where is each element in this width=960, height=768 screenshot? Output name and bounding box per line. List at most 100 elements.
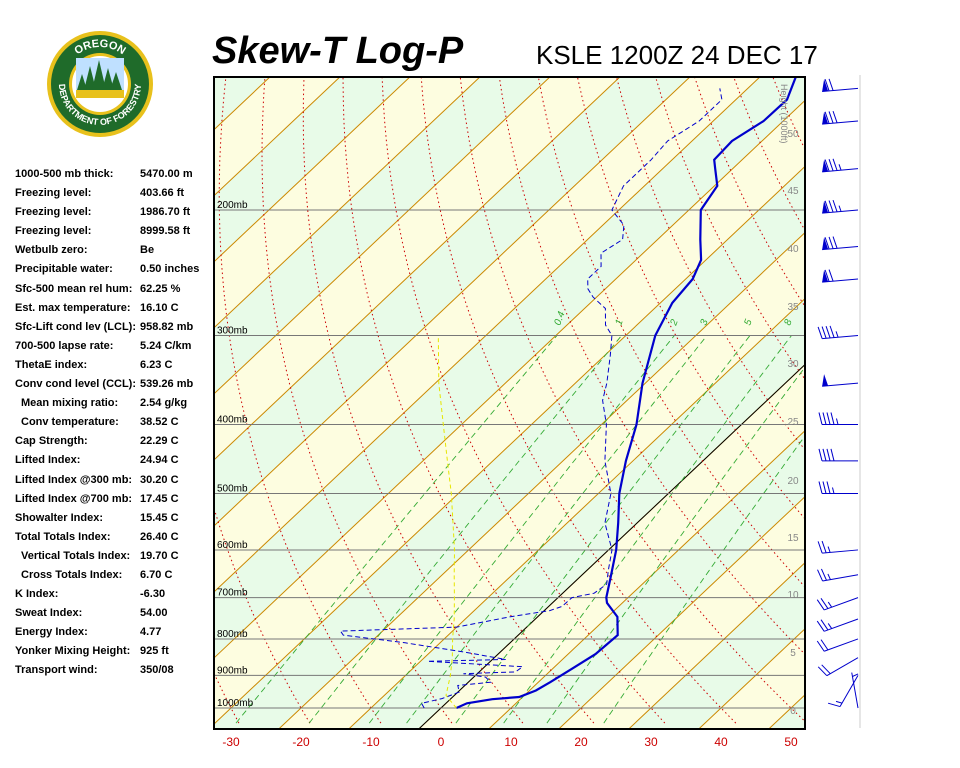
height-tick-label: 0 <box>790 706 796 717</box>
index-row: ThetaE index: 6.23 C <box>15 359 215 378</box>
wind-barb-full-flag <box>818 412 823 425</box>
wind-barb-full-flag <box>820 598 829 609</box>
height-tick-label: 15 <box>787 533 799 544</box>
height-tick-label: 25 <box>787 417 799 428</box>
mixing-ratio-line <box>368 335 675 724</box>
index-label: Freezing level: <box>15 206 92 219</box>
index-label: Showalter Index: <box>15 511 104 524</box>
wind-barb-full-flag <box>824 237 830 250</box>
height-tick-label: 10 <box>787 590 799 601</box>
wind-barb-pennant <box>822 237 829 250</box>
plot-area <box>214 0 960 737</box>
wind-barb-full-flag <box>826 448 831 462</box>
wind-barb-pennant <box>822 374 829 387</box>
wind-barb <box>818 448 858 462</box>
wind-barb <box>817 540 859 554</box>
pressure-label: 900mb <box>217 665 248 676</box>
index-row: Conv temperature: 38.52 C <box>15 416 215 435</box>
wind-barb <box>822 199 859 214</box>
index-row: Sweat Index: 54.00 <box>15 607 215 626</box>
wind-barb <box>822 269 859 283</box>
index-value: 1986.70 ft <box>140 206 191 219</box>
wind-barb-full-flag <box>825 326 831 339</box>
index-value: 2.54 g/kg <box>140 397 188 410</box>
index-label: ThetaE index: <box>15 358 88 371</box>
index-label: Lifted Index @700 mb: <box>15 492 133 505</box>
wind-barb-full-flag <box>817 326 823 339</box>
wind-barb-full-flag <box>817 569 824 582</box>
wind-barb-full-flag <box>832 158 838 171</box>
wind-barb-full-flag <box>824 111 830 124</box>
dry-adiabat <box>842 0 960 723</box>
index-row: Mean mixing ratio: 2.54 g/kg <box>15 397 215 416</box>
index-value: 19.70 C <box>140 549 179 562</box>
svg-text:OREGON: OREGON <box>72 38 127 57</box>
index-label: Lifted Index @300 mb: <box>15 473 133 486</box>
parcel-profile-line <box>437 335 457 709</box>
wind-barb-full-flag <box>822 448 827 462</box>
wind-barb-full-flag <box>816 640 825 652</box>
dry-adiabat <box>459 77 805 723</box>
wind-barb-staff <box>839 675 859 707</box>
temperature-profile-line <box>455 77 797 710</box>
index-label: Total Totals Index: <box>15 530 111 543</box>
dry-adiabat <box>806 0 960 723</box>
index-value: 6.23 C <box>140 358 173 371</box>
wind-barb <box>817 325 859 340</box>
wind-barb-full-flag <box>824 269 830 282</box>
index-value: 22.29 C <box>140 435 179 448</box>
index-value: 350/08 <box>140 664 174 677</box>
mixing-ratio-line <box>235 335 558 724</box>
index-row: Yonker Mixing Height: 925 ft <box>15 645 215 664</box>
wind-barb-pennant <box>822 269 829 283</box>
index-value: 16.10 C <box>140 301 179 314</box>
wind-barb-full-flag <box>820 639 829 651</box>
wind-barb-full-flag <box>821 664 831 675</box>
wind-barb <box>822 158 859 173</box>
pressure-label: 300mb <box>217 325 248 336</box>
wind-barb <box>817 657 859 677</box>
wind-barb-full-flag <box>832 199 838 212</box>
isotherm-line <box>348 297 805 729</box>
index-row: Lifted Index: 24.94 C <box>15 454 215 473</box>
index-label: Energy Index: <box>15 626 88 639</box>
wind-barb-full-flag <box>830 412 835 425</box>
index-row: Energy Index: 4.77 <box>15 626 215 645</box>
wind-barb-full-flag <box>818 448 823 462</box>
mixing-ratio-line <box>603 434 805 724</box>
wind-barb-full-flag <box>824 200 830 213</box>
wind-barb-full-flag <box>830 448 835 462</box>
index-row: Conv cond level (CCL): 539.26 mb <box>15 378 215 397</box>
chart-title: Skew-T Log-P <box>212 30 464 72</box>
pressure-label: 600mb <box>217 540 248 551</box>
wind-barb-full-flag <box>828 269 834 282</box>
index-row: K Index: -6.30 <box>15 588 215 607</box>
logo-top-text: OREGON <box>72 38 127 57</box>
indices-panel: 1000-500 mb thick: 5470.00 m Freezing leve… <box>15 168 215 684</box>
index-value: 26.40 C <box>140 530 179 543</box>
wind-barb-pennant <box>822 159 829 172</box>
index-value: 5.24 C/km <box>140 339 192 352</box>
height-tick-label: 50 <box>787 129 799 140</box>
isotherm-line <box>214 77 341 197</box>
pressure-label: 700mb <box>217 588 248 599</box>
isotherm-line <box>214 165 805 725</box>
index-label: Freezing level: <box>15 187 92 200</box>
wind-barb-full-flag <box>828 236 834 249</box>
isotherm-line <box>628 562 805 729</box>
index-value: 15.45 C <box>140 511 179 524</box>
wind-barb <box>818 412 858 425</box>
mixing-ratio-label: 0.4 <box>552 310 567 327</box>
dry-adiabat <box>912 0 960 723</box>
index-label: Lifted Index: <box>15 454 81 467</box>
wind-barb-full-flag <box>824 159 830 172</box>
index-value: 5470.00 m <box>140 168 193 180</box>
wind-barb-staff <box>822 549 859 554</box>
wind-barb-full-flag <box>822 412 827 425</box>
index-value: 17.45 C <box>140 492 179 505</box>
dry-adiabat <box>214 506 311 724</box>
x-tick-label: 10 <box>504 735 518 749</box>
index-value: 6.70 C <box>140 568 173 581</box>
isotherm-line <box>830 0 960 737</box>
wind-barb-full-flag <box>821 540 827 553</box>
